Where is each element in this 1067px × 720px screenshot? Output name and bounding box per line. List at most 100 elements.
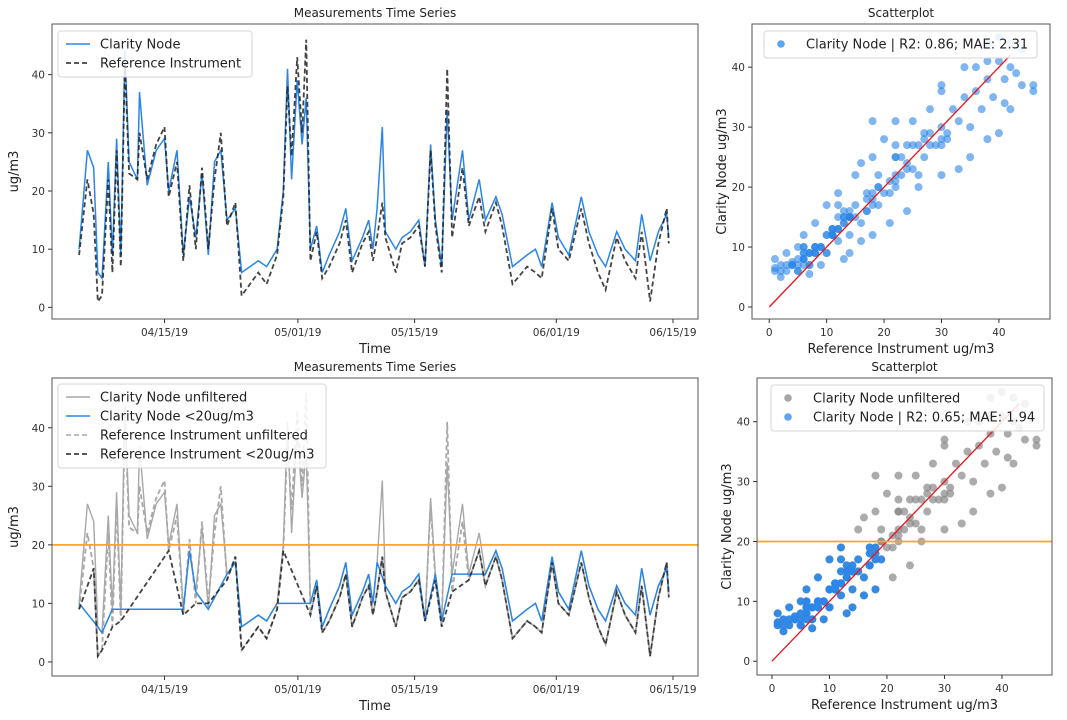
scatter-point [891, 177, 900, 186]
scatter-point-filtered [871, 555, 880, 564]
scatter-point-filtered [790, 615, 799, 624]
scatter-point-filtered [796, 597, 805, 606]
scatter-point [851, 171, 860, 180]
scatter-point-filtered [848, 567, 857, 576]
scatter-point-unfiltered [911, 495, 920, 504]
scatter-point-unfiltered [871, 507, 880, 516]
scatter-point [805, 249, 814, 258]
legend-frame [763, 30, 1038, 59]
scatter-point [868, 201, 877, 210]
scatter-point [782, 267, 791, 276]
scatter-point-filtered [779, 621, 788, 630]
scatter-point [1006, 105, 1015, 114]
scatter-point [828, 225, 837, 234]
series-line-reference-instrument [78, 39, 670, 305]
scatter-point [914, 183, 923, 192]
y-axis-label: Clarity Node ug/m3 [715, 108, 730, 234]
scatter-point [891, 153, 900, 162]
scatter-point-unfiltered [900, 507, 909, 516]
scatter-point [799, 255, 808, 264]
scatter-point [868, 189, 877, 198]
scatter-point [908, 165, 917, 174]
scatter-point-unfiltered [928, 483, 937, 492]
scatter-point-filtered [865, 561, 874, 570]
scatter-point [862, 195, 871, 204]
scatter-point-unfiltered [951, 459, 960, 468]
x-tick-label: 05/01/19 [274, 327, 321, 339]
series-line-clarity-filtered [78, 548, 670, 635]
scatter-point-filtered [848, 585, 857, 594]
scatter-point [943, 129, 952, 138]
x-tick-label: 05/01/19 [274, 684, 321, 696]
scatter-point-unfiltered [871, 471, 880, 480]
scatter-point-filtered [842, 561, 851, 570]
scatter-point-filtered [831, 579, 840, 588]
scatter-point [931, 141, 940, 150]
scatter-point-filtered [836, 567, 845, 576]
scatter-point-filtered [802, 585, 811, 594]
scatter-point-filtered [854, 555, 863, 564]
scatter-point [994, 57, 1003, 66]
legend: Clarity Node Reference Instrument [57, 30, 253, 78]
x-tick-label: 40 [995, 683, 1008, 695]
scatter-point-unfiltered [905, 561, 914, 570]
scatter-point-filtered [802, 615, 811, 624]
legend-label: Reference Instrument [100, 57, 241, 72]
scatter-point [834, 237, 843, 246]
scatter-point [788, 261, 797, 270]
scatter-point-unfiltered [946, 483, 955, 492]
scatter-point [834, 225, 843, 234]
x-axis-label: Time [358, 342, 391, 357]
x-tick-label: 20 [877, 327, 890, 339]
scatter-point [925, 129, 934, 138]
scatter-point [839, 255, 848, 264]
plot-area [768, 33, 1038, 308]
chart-title: Scatterplot [871, 360, 938, 374]
scatter-point-unfiltered [986, 489, 995, 498]
scatter-point-filtered [796, 615, 805, 624]
x-tick-label: 06/15/19 [649, 684, 696, 696]
scatter-point [937, 171, 946, 180]
scatter-point [816, 243, 825, 252]
scatter-point [799, 243, 808, 252]
scatter-point-unfiltered [957, 471, 966, 480]
y-tick-label: 40 [737, 417, 750, 429]
y-tick-label: 10 [732, 242, 745, 254]
scatter-point [880, 135, 889, 144]
legend: Clarity Node unfiltered Clarity Node <20u… [57, 383, 327, 469]
scatter-point-filtered [831, 585, 840, 594]
scatter-point [920, 153, 929, 162]
plot-area [78, 39, 670, 305]
scatter-point-filtered [871, 585, 880, 594]
scatter-point [793, 261, 802, 270]
y-tick-label: 10 [32, 244, 45, 256]
scatter-point-unfiltered [859, 513, 868, 522]
scatter-point-unfiltered [940, 441, 949, 450]
scatter-point-filtered [848, 561, 857, 570]
y-tick-label: 0 [38, 302, 45, 314]
scatter-point-filtered [802, 597, 811, 606]
scatter-point [782, 261, 791, 270]
x-tick-label: 06/01/19 [533, 684, 580, 696]
scatter-point [857, 237, 866, 246]
scatter-point [903, 207, 912, 216]
scatter-point [1017, 81, 1026, 90]
scatter-point [948, 105, 957, 114]
scatter-point [1000, 75, 1009, 84]
scatter-point-unfiltered [928, 459, 937, 468]
scatter-point-filtered [842, 567, 851, 576]
scatter-point [925, 105, 934, 114]
x-tick-label: 05/15/19 [391, 684, 438, 696]
scatter-point [937, 81, 946, 90]
scatter-point [793, 243, 802, 252]
x-tick-label: 05/15/19 [391, 327, 438, 339]
scatter-point [868, 231, 877, 240]
scatter-point [845, 213, 854, 222]
scatter-point-unfiltered [1009, 459, 1018, 468]
x-tick-label: 06/01/19 [533, 327, 580, 339]
axes-2: 04/15/19 05/01/19 05/15/19 06/01/19 06/15/19… [7, 360, 699, 714]
chart-title: Measurements Time Series [294, 360, 457, 374]
scatter-point [834, 213, 843, 222]
scatter-point [885, 189, 894, 198]
scatter-point-filtered [802, 609, 811, 618]
